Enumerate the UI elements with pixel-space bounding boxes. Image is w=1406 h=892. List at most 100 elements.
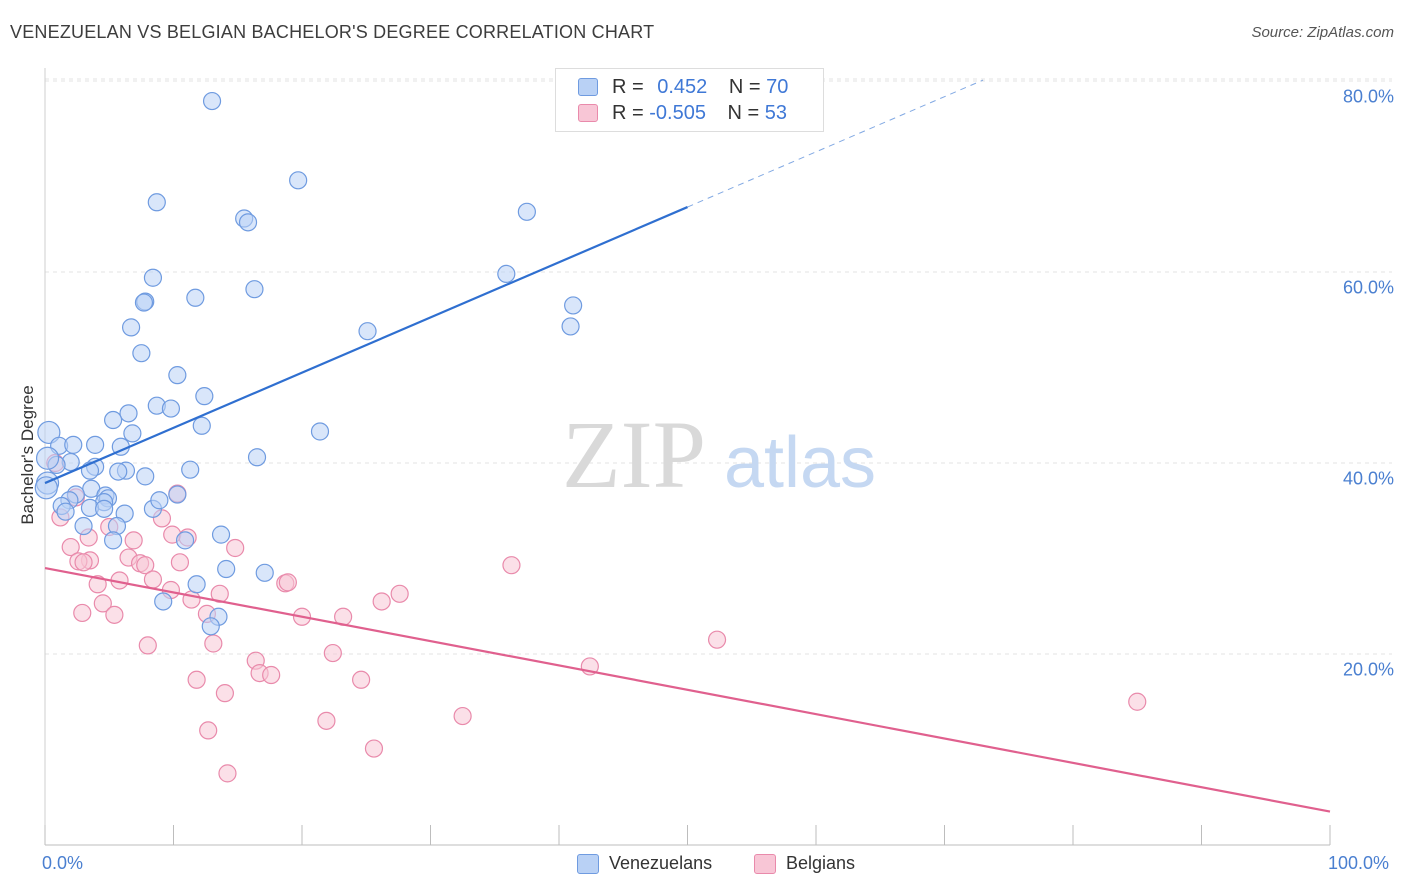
belgians-point xyxy=(124,531,143,550)
belgians-point xyxy=(88,575,107,594)
legend-n-value: 53 xyxy=(764,102,788,124)
venezuelans-point xyxy=(134,293,154,312)
venezuelans-point xyxy=(95,499,114,518)
venezuelans-points xyxy=(34,91,583,636)
bottom-legend-label: Venezuelans xyxy=(609,853,713,873)
belgians-point xyxy=(707,630,727,649)
bottom-legend-swatch-blue xyxy=(577,854,599,874)
venezuelans-point xyxy=(517,202,536,221)
venezuelans-point xyxy=(119,404,138,423)
legend-n-label: N = xyxy=(728,76,767,98)
belgians-point xyxy=(323,643,342,663)
legend-swatch-blue xyxy=(578,78,598,96)
y-tick-20: 20.0% xyxy=(1342,659,1394,680)
venezuelans-point xyxy=(195,387,214,406)
belgians-point xyxy=(317,711,336,730)
venezuelans-point xyxy=(34,476,58,500)
belgians-trend-line xyxy=(44,566,1331,813)
venezuelans-point xyxy=(310,422,330,441)
belgians-point xyxy=(170,553,190,572)
venezuelans-point xyxy=(161,399,181,418)
venezuelans-point xyxy=(86,435,105,454)
legend-swatch-pink xyxy=(578,104,598,122)
venezuelans-point xyxy=(192,416,211,435)
belgians-point xyxy=(262,665,281,685)
belgians-point xyxy=(215,684,234,703)
venezuelans-point xyxy=(168,485,187,504)
venezuelans-point xyxy=(168,366,187,385)
y-tick-80: 80.0% xyxy=(1342,86,1394,107)
venezuelans-point xyxy=(186,288,205,307)
x-tick-0: 0.0% xyxy=(42,853,84,873)
venezuelans-point xyxy=(35,446,60,470)
venezuelans-point xyxy=(150,491,169,510)
belgians-point xyxy=(136,556,155,575)
venezuelans-point xyxy=(245,280,264,299)
venezuelans-trend-line xyxy=(44,206,688,485)
venezuelans-point xyxy=(136,467,155,486)
trend-lines xyxy=(44,79,1331,813)
venezuelans-point xyxy=(202,91,222,111)
belgians-point xyxy=(61,537,80,557)
venezuelans-point xyxy=(104,531,123,550)
belgians-point xyxy=(218,764,237,783)
belgians-point xyxy=(105,605,124,624)
venezuelans-point xyxy=(132,344,151,363)
belgians-point xyxy=(278,573,297,592)
legend-n-label: N = xyxy=(727,102,765,124)
belgians-point xyxy=(502,556,521,575)
belgians-point xyxy=(73,603,92,623)
belgians-point xyxy=(364,739,384,758)
venezuelans-point xyxy=(154,592,173,611)
venezuelans-point xyxy=(255,563,274,582)
y-axis-title: Bachelor's Degree xyxy=(18,385,37,525)
belgians-point xyxy=(138,636,157,655)
venezuelans-point xyxy=(497,264,516,284)
source-label: Source: ZipAtlas.com xyxy=(1251,24,1394,41)
venezuelans-point xyxy=(211,525,231,544)
watermark: ZIP atlas xyxy=(562,401,876,508)
belgians-point xyxy=(93,594,112,613)
venezuelans-point xyxy=(109,462,128,481)
belgians-point xyxy=(453,706,472,726)
venezuelans-point xyxy=(104,410,123,430)
y-tick-40: 40.0% xyxy=(1342,468,1394,489)
belgians-point xyxy=(1128,692,1147,711)
venezuelans-point xyxy=(143,268,163,287)
venezuelans-trend-extension xyxy=(687,79,984,208)
venezuelans-point xyxy=(564,296,583,315)
belgians-point xyxy=(199,721,218,740)
venezuelans-point xyxy=(37,420,61,445)
belgians-point xyxy=(390,584,409,603)
venezuelans-point xyxy=(358,322,377,341)
venezuelans-point xyxy=(289,171,308,190)
watermark-zip: ZIP xyxy=(562,401,706,508)
stats-legend: R = 0.452 N = 70 R = -0.505 N = 53 xyxy=(555,68,824,132)
venezuelans-point xyxy=(247,448,267,467)
venezuelans-point xyxy=(64,435,83,454)
y-tick-60: 60.0% xyxy=(1342,277,1394,298)
chart-title: VENEZUELAN VS BELGIAN BACHELOR'S DEGREE … xyxy=(10,22,655,42)
legend-r-label: R = xyxy=(612,76,650,98)
belgians-point xyxy=(352,670,371,689)
venezuelans-point xyxy=(123,424,142,443)
legend-r-label: R = xyxy=(612,102,650,124)
belgians-point xyxy=(210,584,229,603)
venezuelans-point xyxy=(147,193,166,212)
venezuelans-point xyxy=(238,213,258,232)
venezuelans-point xyxy=(217,559,236,579)
venezuelans-point xyxy=(74,516,93,536)
venezuelans-point xyxy=(56,502,75,521)
venezuelans-point xyxy=(187,575,206,594)
belgians-point xyxy=(226,538,245,558)
venezuelans-point xyxy=(121,318,141,337)
bottom-legend-label: Belgians xyxy=(786,853,856,873)
x-tick-100: 100.0% xyxy=(1328,853,1390,873)
watermark-atlas: atlas xyxy=(724,423,876,503)
gridlines xyxy=(45,78,1392,655)
belgians-point xyxy=(204,634,223,653)
venezuelans-point xyxy=(201,617,220,636)
venezuelans-point xyxy=(561,317,580,336)
venezuelans-point xyxy=(181,460,200,479)
